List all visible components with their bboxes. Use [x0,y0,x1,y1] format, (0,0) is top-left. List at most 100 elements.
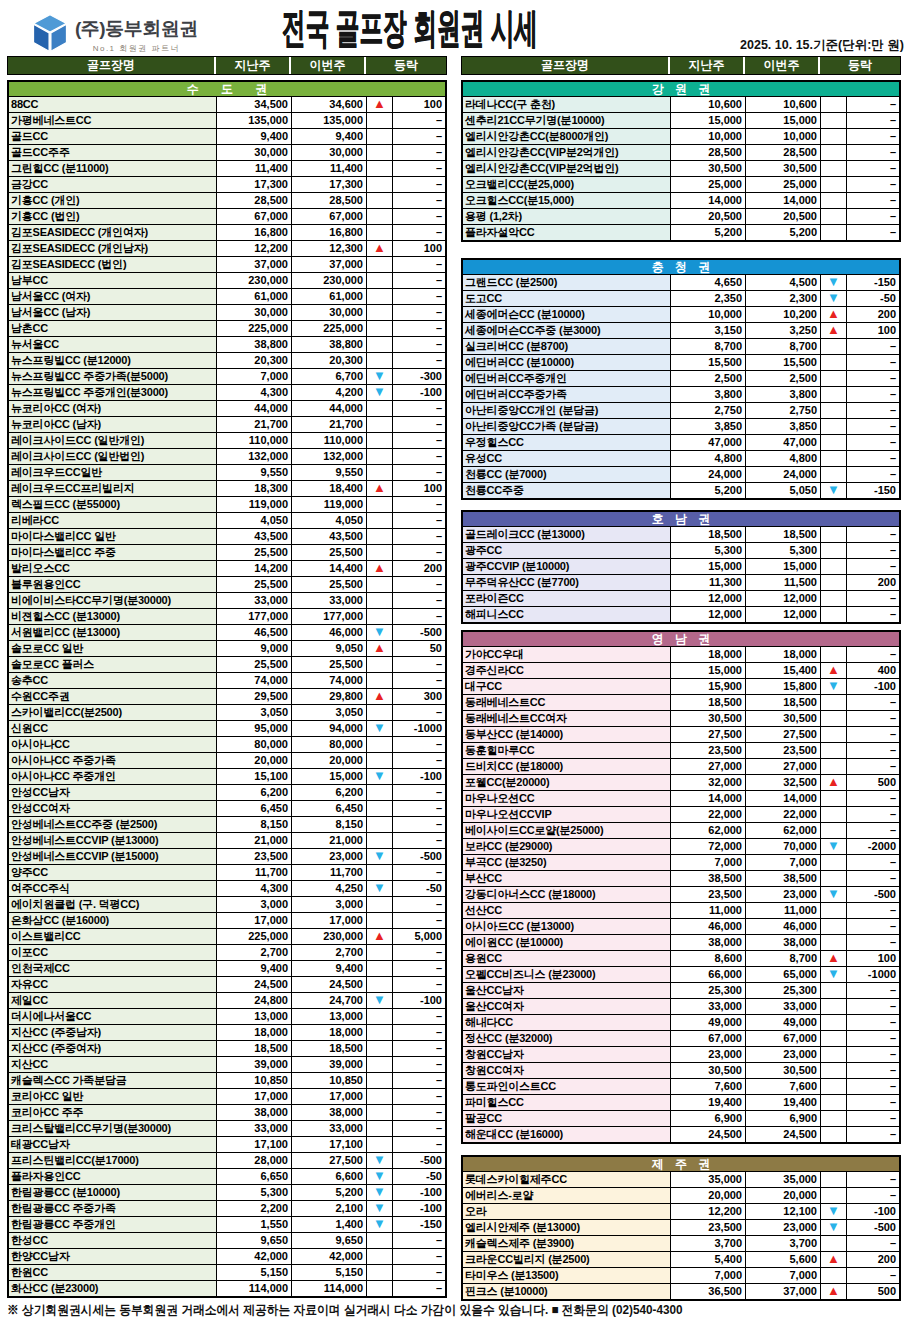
change-arrow-cell: ▼ [367,1217,393,1232]
last-week-cell: 8,600 [671,951,746,966]
table-row: 오펠CC비즈니스 (분23000)66,00065,000▼-1000 [463,966,899,982]
last-week-cell: 25,000 [671,177,746,192]
change-arrow-cell [821,871,847,886]
change-arrow-cell [821,451,847,466]
this-week-cell: 15,000 [292,769,367,784]
last-week-cell: 15,100 [217,769,292,784]
footer-note: ※ 상기회원권시세는 동부회원권 거래소에서 제공하는 자료이며 실거래시 다소… [7,1302,683,1319]
this-week-cell: 5,600 [746,1252,821,1267]
course-name-cell: 아난티중앙CC개인 (분담금) [463,403,671,418]
this-week-cell: 23,500 [746,743,821,758]
change-arrow-cell [821,527,847,542]
this-week-cell: 13,000 [292,1009,367,1024]
this-week-cell: 23,000 [292,849,367,864]
table-row: 비젼힐스CC (분13000)177,000177,000– [9,608,445,624]
change-value-cell: 100 [847,323,899,338]
last-week-cell: 44,000 [217,401,292,416]
change-value-cell: – [393,913,445,928]
last-week-cell: 30,000 [217,145,292,160]
change-value-cell: – [847,97,899,112]
change-arrow-cell [821,903,847,918]
change-value-cell: – [393,609,445,624]
course-name-cell: 뉴서울CC [9,337,217,352]
table-row: 레이크사이드CC (일반법인)132,000132,000– [9,448,445,464]
last-week-cell: 38,000 [217,1105,292,1120]
last-week-cell: 10,000 [671,129,746,144]
change-arrow-cell [821,387,847,402]
this-week-cell: 27,500 [746,727,821,742]
table-row: 여주CC주식4,3004,250▼-50 [9,880,445,896]
change-arrow-cell [367,209,393,224]
change-arrow-cell [821,129,847,144]
this-week-cell: 30,500 [746,1063,821,1078]
section-제주권: 제 주 권롯데스카이힐제주CC35,00035,000–에버리스-로얄20,00… [461,1155,901,1301]
course-name-cell: 베이사이드CC로얄(분25000) [463,823,671,838]
change-value-cell: – [393,1057,445,1072]
this-week-cell: 10,000 [746,129,821,144]
course-name-cell: 천룡CC (분7000) [463,467,671,482]
change-arrow-cell: ▼ [367,1201,393,1216]
change-value-cell: 200 [847,1252,899,1267]
change-arrow-cell [821,607,847,622]
last-week-cell: 43,500 [217,529,292,544]
last-week-cell: 230,000 [217,273,292,288]
this-week-cell: 12,300 [292,241,367,256]
course-name-cell: 한림광릉CC (분10000) [9,1185,217,1200]
last-week-cell: 28,500 [671,145,746,160]
last-week-cell: 17,300 [217,177,292,192]
table-row: 지산CC (주중남자)18,00018,000– [9,1024,445,1040]
last-week-cell: 9,650 [217,1233,292,1248]
this-week-cell: 29,800 [292,689,367,704]
this-week-cell: 44,000 [292,401,367,416]
last-week-cell: 6,900 [671,1111,746,1126]
course-name-cell: 캐슬렉스제주 (분3900) [463,1236,671,1251]
change-value-cell: – [847,695,899,710]
change-value-cell: -150 [393,1217,445,1232]
course-name-cell: 수원CC주권 [9,689,217,704]
last-week-cell: 28,000 [217,1153,292,1168]
course-name-cell: 타미우스 (분13500) [463,1268,671,1283]
table-row: 88CC34,50034,600▲100 [9,96,445,112]
last-week-cell: 23,500 [671,1220,746,1235]
up-arrow-icon: ▲ [373,641,386,655]
change-arrow-cell [821,791,847,806]
course-name-cell: 캐슬렉스CC 가족분담금 [9,1073,217,1088]
course-name-cell: 그랜드CC (분2500) [463,275,671,290]
course-name-cell: 센추리21CC무기명(분10000) [463,113,671,128]
table-row: 가평베네스트CC135,000135,000– [9,112,445,128]
change-value-cell: – [393,753,445,768]
table-row: 우정힐스CC47,00047,000– [463,434,899,450]
change-arrow-cell: ▼ [367,1169,393,1184]
last-week-cell: 20,500 [671,209,746,224]
last-week-cell: 47,000 [671,435,746,450]
last-week-cell: 177,000 [217,609,292,624]
up-arrow-icon: ▲ [373,561,386,575]
change-value-cell: – [393,193,445,208]
last-week-cell: 5,300 [217,1185,292,1200]
change-value-cell: -100 [847,1204,899,1219]
this-week-cell: 6,450 [292,801,367,816]
this-week-cell: 2,100 [292,1201,367,1216]
course-name-cell: 라데나CC(구 춘천) [463,97,671,112]
last-week-cell: 5,200 [671,483,746,498]
course-name-cell: 뉴스프링빌CC 주중가족(분5000) [9,369,217,384]
this-week-cell: 65,000 [746,967,821,982]
change-value-cell: – [393,433,445,448]
course-name-cell: 대구CC [463,679,671,694]
this-week-cell: 7,000 [746,855,821,870]
table-row: 캐슬렉스제주 (분3900)3,7003,700– [463,1235,899,1251]
last-week-cell: 33,000 [217,593,292,608]
last-week-cell: 80,000 [217,737,292,752]
last-week-cell: 9,550 [217,465,292,480]
down-arrow-icon: ▼ [827,291,840,305]
last-week-cell: 25,300 [671,983,746,998]
change-arrow-cell [821,543,847,558]
change-value-cell: – [393,129,445,144]
course-name-cell: 남서울CC (여자) [9,289,217,304]
change-value-cell: – [847,871,899,886]
change-value-cell: – [847,387,899,402]
course-name-cell: 기흥CC (법인) [9,209,217,224]
change-arrow-cell [367,945,393,960]
change-arrow-cell [367,529,393,544]
last-week-cell: 18,000 [217,1025,292,1040]
